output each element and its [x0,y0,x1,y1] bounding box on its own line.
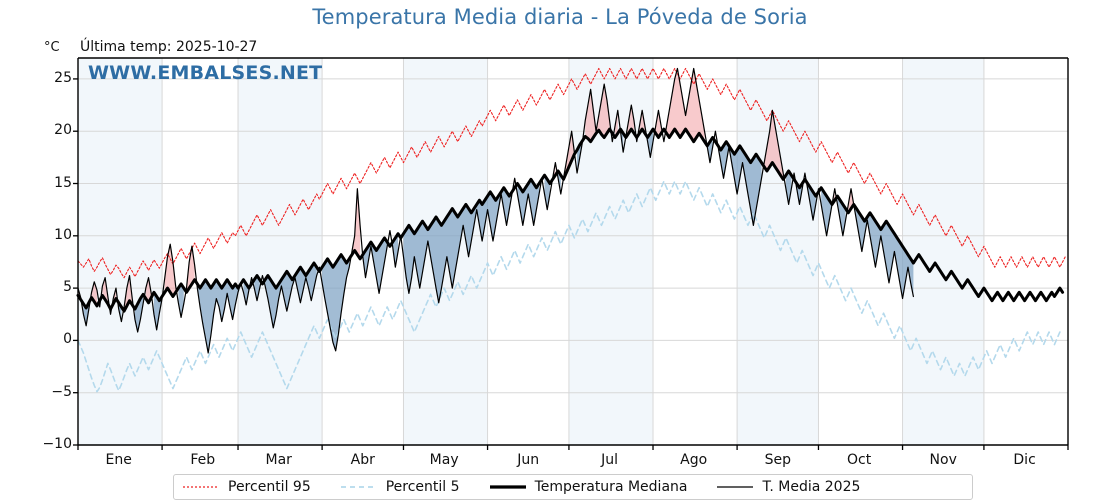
month-band [902,58,984,445]
fill-below-median [796,183,803,205]
y-tick-label: 20 [54,122,72,139]
fill-below-median [403,187,512,303]
legend-item[interactable]: Percentil 95 [183,479,311,495]
month-band [78,58,163,445]
fill-below-median [197,279,239,353]
y-axis-tick-labels: −10 −5 0 5 10 15 20 25 [16,0,72,500]
legend-swatch-icon [717,480,754,494]
fill-above-median [764,110,784,180]
legend-item[interactable]: T. Media 2025 [717,479,860,495]
fill-above-median [655,110,662,138]
x-tick-label: Ene [105,452,132,468]
fill-below-median [821,187,833,236]
watermark-embalses: WWW.EMBALSES.NET [88,62,323,84]
fill-below-median [807,183,816,221]
x-tick-label: Feb [190,452,216,468]
y-tick-label: 0 [63,331,72,348]
last-temp-subtitle: Última temp: 2025-10-27 [80,39,258,55]
fill-above-median [848,188,854,213]
month-band [487,58,569,445]
month-band [568,58,654,445]
y-tick-label: 10 [54,226,72,243]
x-tick-label: Mar [265,452,292,468]
legend-label: Percentil 95 [228,479,311,495]
x-tick-label: Sep [764,452,791,468]
legend-item[interactable]: Temperatura Mediana [489,479,688,495]
fill-above-median [666,68,705,142]
series-temperatura-mediana [76,127,1065,313]
chart-title: Temperatura Media diaria - La Póveda de … [312,5,808,29]
y-tick-label: −5 [51,383,72,400]
series-percentil-95 [77,67,1066,279]
series-percentil-5 [77,180,1061,393]
y-tick-label: 5 [63,279,72,296]
fill-below-median [265,263,317,328]
legend-label: Temperatura Mediana [534,479,688,495]
fill-below-median [134,294,144,333]
y-axis-unit-label: °C [44,40,60,55]
y-tick-label: 15 [54,174,72,191]
x-tick-label: Abr [350,452,375,468]
month-band [238,58,323,445]
legend-swatch-icon [183,480,219,494]
fill-above-median [639,110,645,134]
y-tick-label: −10 [42,436,72,452]
x-tick-label: Jun [517,452,540,468]
x-tick-label: May [429,452,459,468]
x-tick-label: Oct [847,452,872,468]
legend-swatch-icon [489,480,526,494]
fill-below-median [322,254,350,351]
legend-item[interactable]: Percentil 5 [340,479,460,495]
fill-below-median [517,179,540,226]
legend-label: Percentil 5 [385,479,460,495]
x-tick-label: Dic [1013,452,1036,468]
series-t-media-2025 [77,67,914,354]
month-band [162,58,239,445]
month-band [737,58,819,445]
y-tick-label: 25 [54,69,72,86]
x-tick-label: Jul [601,452,619,468]
x-tick-label: Ago [680,452,708,468]
legend-label: T. Media 2025 [762,479,861,495]
chart-legend: Percentil 95 Percentil 5 Temperatura Media… [173,474,973,500]
legend-swatch-icon [340,480,377,494]
x-tick-label: Nov [929,452,957,468]
fill-above-median [563,131,575,180]
month-band [983,58,1068,445]
